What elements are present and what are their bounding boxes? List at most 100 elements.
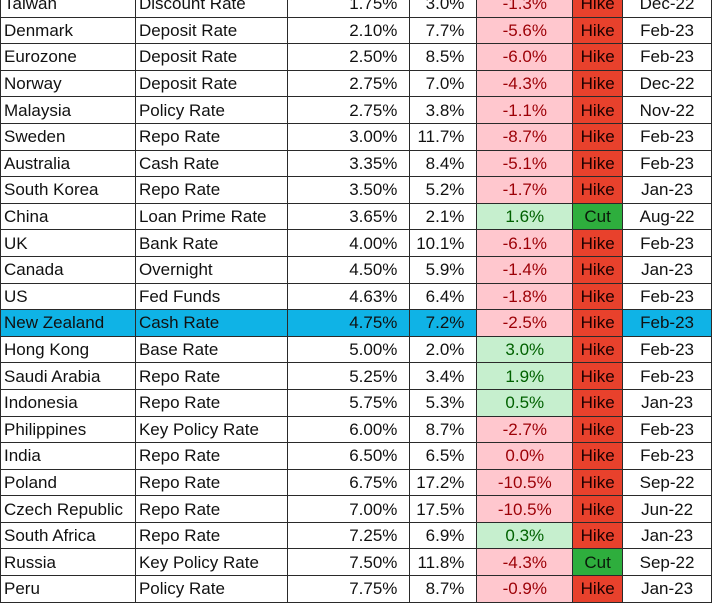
rate-name-cell: Key Policy Rate bbox=[134, 548, 288, 577]
country-cell: Eurozone bbox=[0, 43, 136, 71]
policy-rate-cell: 4.75% bbox=[286, 309, 411, 337]
real-rate-cell: 3.0% bbox=[476, 335, 574, 364]
real-rate-cell: -10.5% bbox=[476, 495, 574, 523]
policy-rate-cell: 7.25% bbox=[286, 521, 411, 550]
rate-name-cell: Base Rate bbox=[134, 335, 288, 364]
table-row: Russia Key Policy Rate 7.50% 11.8% -4.3% Cut S… bbox=[0, 548, 712, 577]
country-cell: Indonesia bbox=[0, 388, 136, 417]
last-change-date-cell: Jan-23 bbox=[622, 176, 712, 204]
inflation-cell: 5.9% bbox=[409, 255, 478, 284]
last-change-date-cell: Feb-23 bbox=[622, 43, 712, 71]
country-cell: Philippines bbox=[0, 415, 136, 444]
policy-rate-cell: 6.75% bbox=[286, 468, 411, 497]
table-row: Peru Policy Rate 7.75% 8.7% -0.9% Hike Jan-23 bbox=[0, 575, 712, 603]
last-action-cell: Cut bbox=[572, 202, 624, 231]
policy-rate-cell: 5.00% bbox=[286, 335, 411, 364]
inflation-cell: 5.3% bbox=[409, 388, 478, 417]
last-change-date-cell: Jan-23 bbox=[622, 521, 712, 550]
last-change-date-cell: Jan-23 bbox=[622, 575, 712, 603]
policy-rate-cell: 6.00% bbox=[286, 415, 411, 444]
policy-rate-cell: 4.50% bbox=[286, 255, 411, 284]
inflation-cell: 6.9% bbox=[409, 521, 478, 550]
rate-name-cell: Repo Rate bbox=[134, 442, 288, 470]
policy-rate-cell: 2.75% bbox=[286, 69, 411, 98]
last-change-date-cell: Feb-23 bbox=[622, 122, 712, 151]
last-action-cell: Hike bbox=[572, 176, 624, 204]
country-cell: Sweden bbox=[0, 122, 136, 151]
rate-name-cell: Repo Rate bbox=[134, 122, 288, 151]
inflation-cell: 7.7% bbox=[409, 16, 478, 45]
table-row: South Korea Repo Rate 3.50% 5.2% -1.7% Hike Ja… bbox=[0, 176, 712, 204]
rate-name-cell: Policy Rate bbox=[134, 96, 288, 124]
real-rate-cell: -4.3% bbox=[476, 548, 574, 577]
inflation-cell: 8.7% bbox=[409, 575, 478, 603]
last-change-date-cell: Feb-23 bbox=[622, 415, 712, 444]
real-rate-cell: -5.6% bbox=[476, 16, 574, 45]
rate-name-cell: Cash Rate bbox=[134, 309, 288, 337]
inflation-cell: 2.0% bbox=[409, 335, 478, 364]
country-cell: Taiwan bbox=[0, 0, 136, 18]
rate-name-cell: Policy Rate bbox=[134, 575, 288, 603]
last-action-cell: Hike bbox=[572, 415, 624, 444]
country-cell: South Africa bbox=[0, 521, 136, 550]
rate-name-cell: Fed Funds bbox=[134, 282, 288, 311]
country-cell: Saudi Arabia bbox=[0, 362, 136, 390]
rate-name-cell: Repo Rate bbox=[134, 176, 288, 204]
last-action-cell: Hike bbox=[572, 96, 624, 124]
real-rate-cell: 1.6% bbox=[476, 202, 574, 231]
policy-rate-cell: 5.25% bbox=[286, 362, 411, 390]
country-cell: Malaysia bbox=[0, 96, 136, 124]
last-change-date-cell: Jun-22 bbox=[622, 495, 712, 523]
last-action-cell: Hike bbox=[572, 495, 624, 523]
table-row: Taiwan Discount Rate 1.75% 3.0% -1.3% Hike Dec… bbox=[0, 0, 712, 18]
last-action-cell: Hike bbox=[572, 309, 624, 337]
last-change-date-cell: Aug-22 bbox=[622, 202, 712, 231]
last-action-cell: Hike bbox=[572, 255, 624, 284]
country-cell: Australia bbox=[0, 149, 136, 178]
real-rate-cell: -0.9% bbox=[476, 575, 574, 603]
country-cell: China bbox=[0, 202, 136, 231]
rate-name-cell: Repo Rate bbox=[134, 388, 288, 417]
country-cell: South Korea bbox=[0, 176, 136, 204]
real-rate-cell: -8.7% bbox=[476, 122, 574, 151]
rate-name-cell: Deposit Rate bbox=[134, 16, 288, 45]
table-row: Denmark Deposit Rate 2.10% 7.7% -5.6% Hike Feb… bbox=[0, 16, 712, 45]
country-cell: UK bbox=[0, 229, 136, 257]
rate-name-cell: Repo Rate bbox=[134, 362, 288, 390]
country-cell: Russia bbox=[0, 548, 136, 577]
table-row: India Repo Rate 6.50% 6.5% 0.0% Hike Feb-23 bbox=[0, 442, 712, 470]
table-row: US Fed Funds 4.63% 6.4% -1.8% Hike Feb-23 bbox=[0, 282, 712, 311]
policy-rate-cell: 4.63% bbox=[286, 282, 411, 311]
last-action-cell: Hike bbox=[572, 43, 624, 71]
real-rate-cell: -6.0% bbox=[476, 43, 574, 71]
table-row: Sweden Repo Rate 3.00% 11.7% -8.7% Hike Feb-23 bbox=[0, 122, 712, 151]
last-action-cell: Hike bbox=[572, 521, 624, 550]
last-action-cell: Hike bbox=[572, 0, 624, 18]
country-cell: Norway bbox=[0, 69, 136, 98]
real-rate-cell: -1.8% bbox=[476, 282, 574, 311]
last-action-cell: Hike bbox=[572, 442, 624, 470]
inflation-cell: 7.0% bbox=[409, 69, 478, 98]
rate-name-cell: Cash Rate bbox=[134, 149, 288, 178]
real-rate-cell: -4.3% bbox=[476, 69, 574, 98]
table-row: Australia Cash Rate 3.35% 8.4% -5.1% Hike Feb-… bbox=[0, 149, 712, 178]
policy-rate-cell: 3.50% bbox=[286, 176, 411, 204]
inflation-cell: 11.7% bbox=[409, 122, 478, 151]
real-rate-cell: -1.7% bbox=[476, 176, 574, 204]
table-row: Canada Overnight 4.50% 5.9% -1.4% Hike Jan-23 bbox=[0, 255, 712, 284]
country-cell: Denmark bbox=[0, 16, 136, 45]
real-rate-cell: 0.3% bbox=[476, 521, 574, 550]
rate-name-cell: Repo Rate bbox=[134, 495, 288, 523]
real-rate-cell: -1.3% bbox=[476, 0, 574, 18]
policy-rate-cell: 6.50% bbox=[286, 442, 411, 470]
policy-rate-cell: 5.75% bbox=[286, 388, 411, 417]
country-cell: New Zealand bbox=[0, 309, 136, 337]
rate-name-cell: Overnight bbox=[134, 255, 288, 284]
policy-rate-cell: 2.75% bbox=[286, 96, 411, 124]
last-change-date-cell: Feb-23 bbox=[622, 149, 712, 178]
rate-name-cell: Bank Rate bbox=[134, 229, 288, 257]
real-rate-cell: -10.5% bbox=[476, 468, 574, 497]
inflation-cell: 8.7% bbox=[409, 415, 478, 444]
last-change-date-cell: Feb-23 bbox=[622, 229, 712, 257]
